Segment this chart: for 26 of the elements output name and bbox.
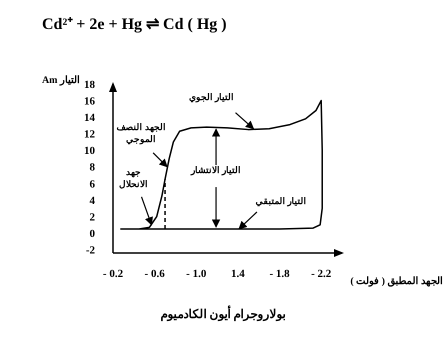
y-tick-label: -2	[86, 244, 96, 257]
y-tick-label: 16	[84, 95, 96, 108]
annotation: جهد الانحلال	[118, 166, 149, 190]
x-tick-label: - 0.2	[102, 268, 124, 280]
chart-title: Cd²⁺ + 2e + Hg ⇌ Cd ( Hg )	[42, 15, 227, 34]
x-tick-label: - 0.6	[144, 268, 166, 280]
x-tick-label: 1.4	[231, 268, 246, 280]
y-tick-label: 4	[90, 194, 96, 207]
x-axis-title: الجهد المطبق ( فولت )	[349, 275, 443, 287]
y-tick-label: 10	[84, 145, 96, 158]
y-tick-label: 12	[84, 128, 96, 141]
y-tick-label: 14	[84, 112, 96, 124]
y-tick-label: 0	[90, 228, 96, 240]
annotation: التيار الانتشار	[190, 164, 242, 176]
text: بولاروجرام أيون الكادميوم	[160, 307, 286, 321]
annotation: الجهد النصف الموجي	[116, 120, 167, 145]
y-axis-title: التيار Am	[40, 74, 80, 86]
y-tick-label: 18	[84, 78, 96, 91]
x-tick-label: - 1.0	[186, 268, 207, 280]
y-tick-label: 6	[90, 178, 96, 190]
x-tick-label: - 1.8	[269, 268, 290, 280]
annotation: التيار المتبقي	[254, 194, 308, 207]
x-tick-label: - 2.2	[311, 268, 332, 280]
y-tick-label: 8	[90, 162, 96, 174]
y-tick-label: 2	[90, 211, 96, 224]
annotation: التيار الجوي	[188, 90, 236, 103]
